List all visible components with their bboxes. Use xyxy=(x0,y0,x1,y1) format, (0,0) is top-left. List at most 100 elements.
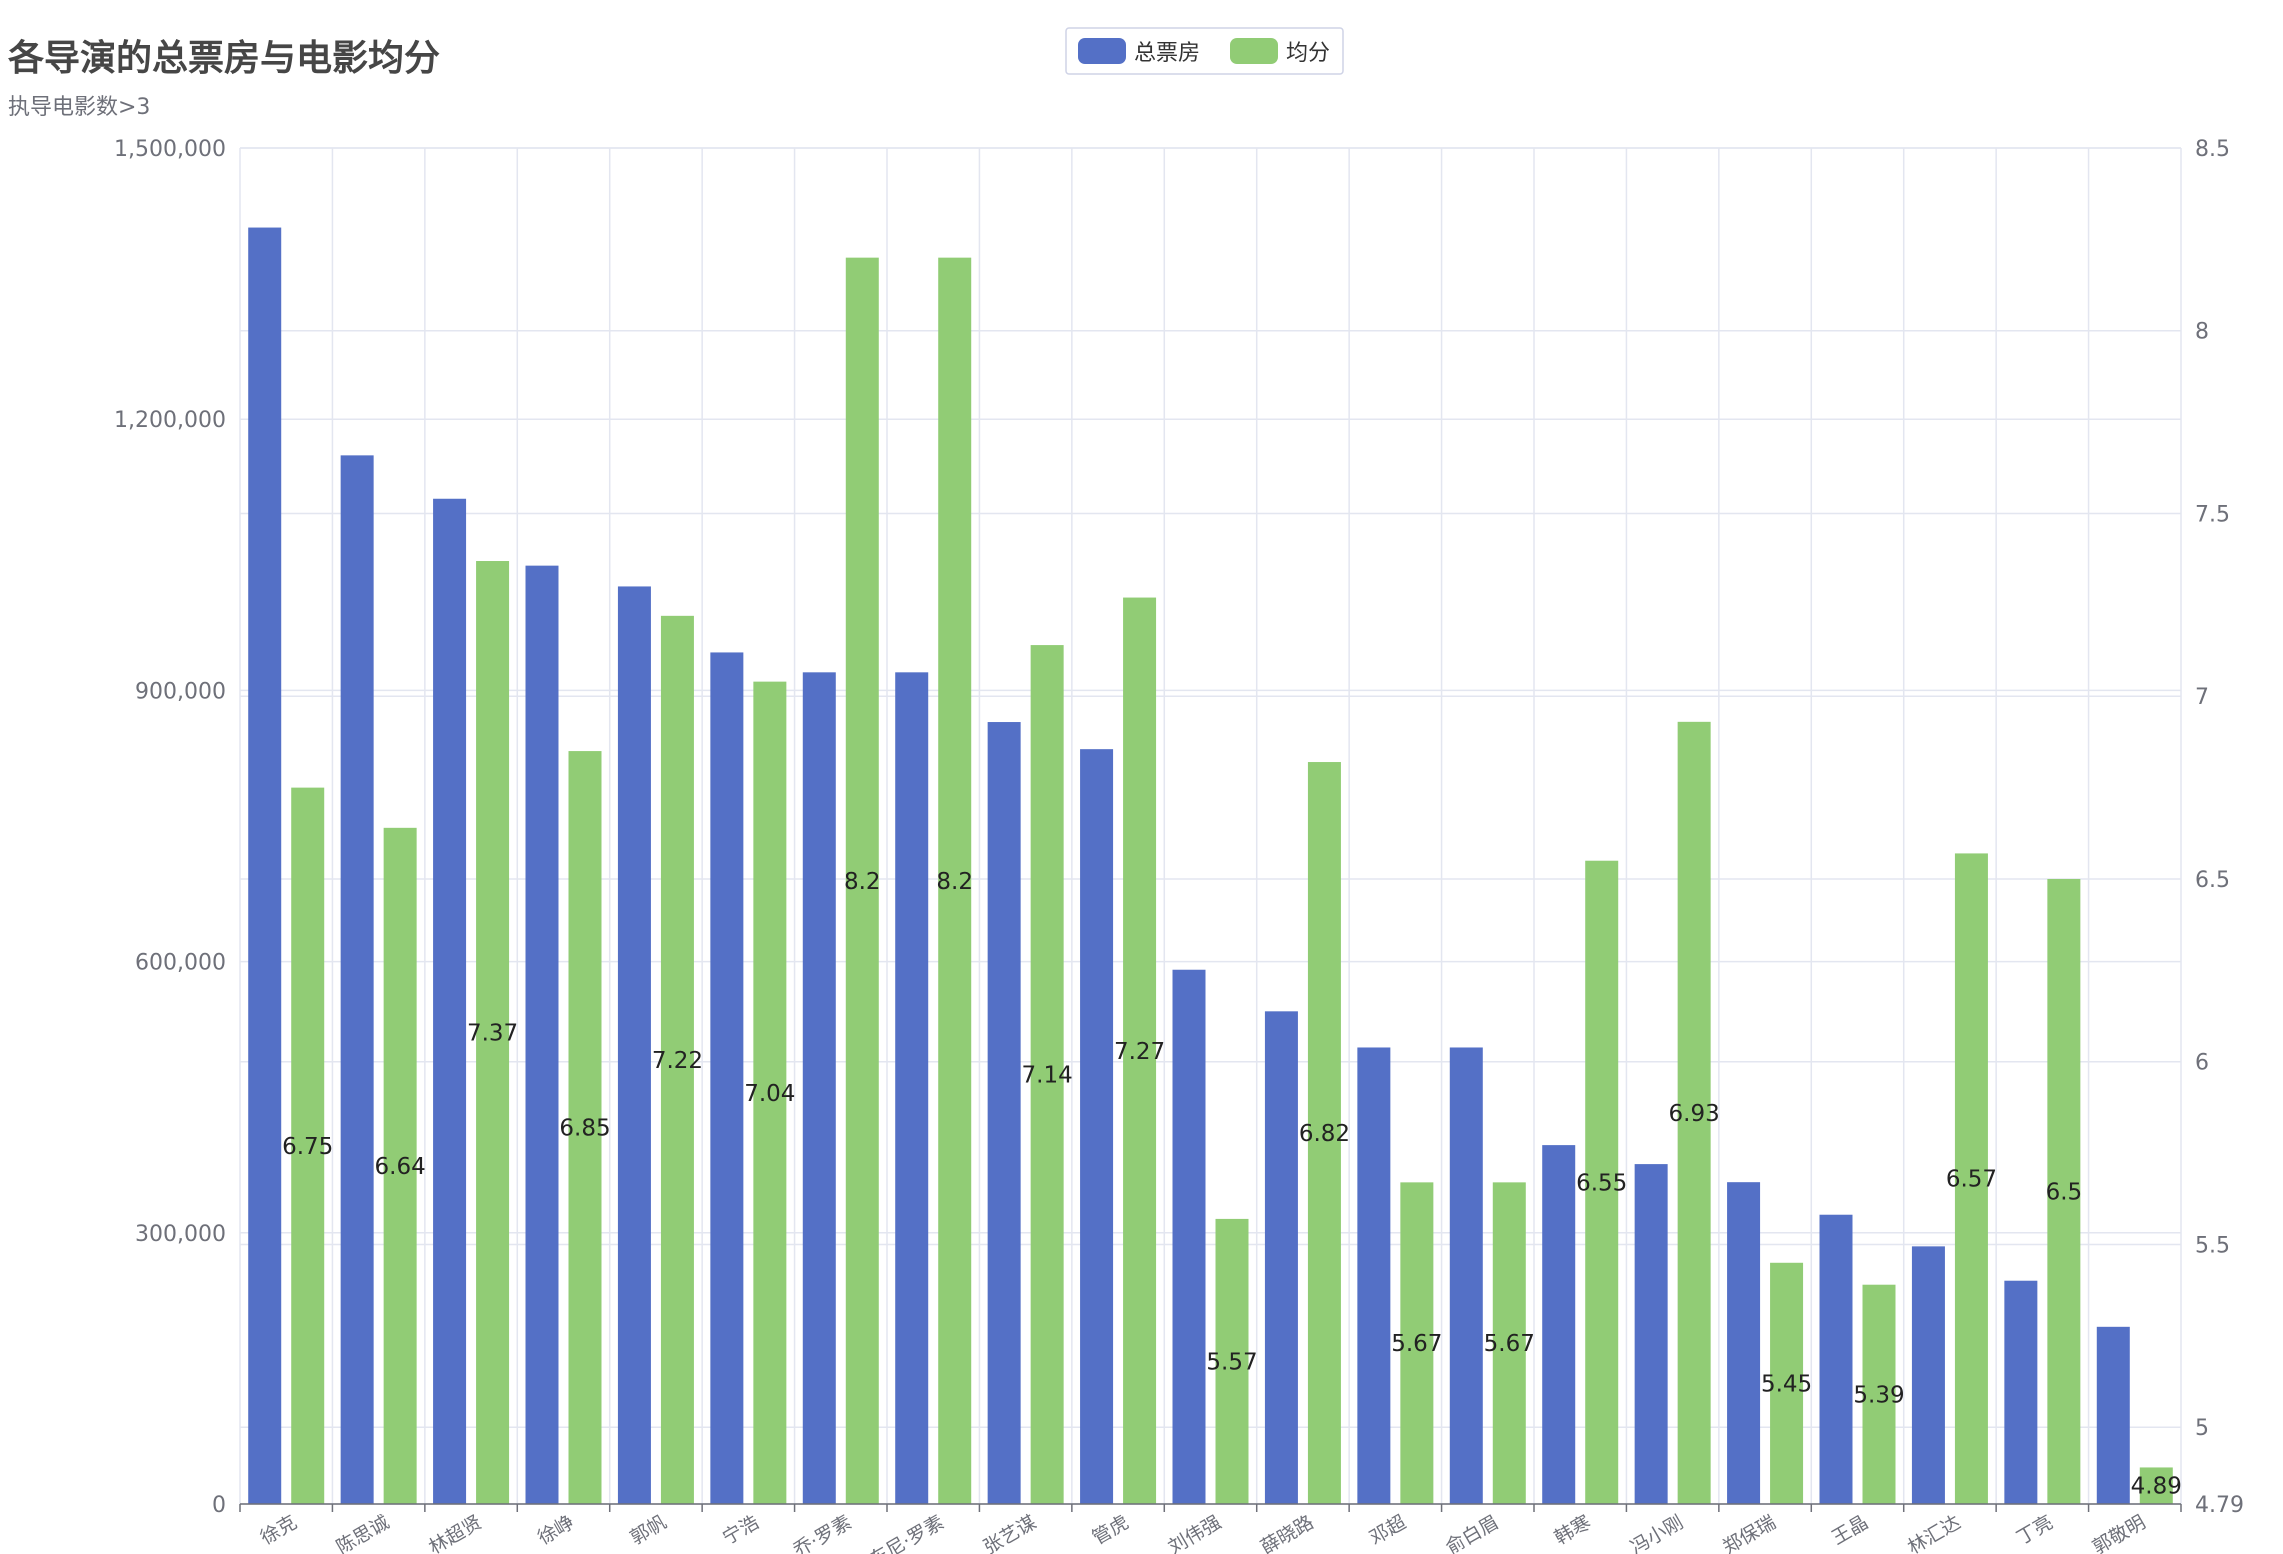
data-label-avg-score: 6.5 xyxy=(2046,1179,2083,1205)
bar-box-office xyxy=(1542,1145,1576,1504)
data-label-avg-score: 7.14 xyxy=(1022,1063,1073,1089)
bar-avg-score xyxy=(2047,878,2081,1504)
bar-avg-score xyxy=(1585,860,1619,1504)
data-label-avg-score: 6.57 xyxy=(1946,1167,1997,1193)
x-tick-label: 张艺谋 xyxy=(980,1511,1040,1554)
bar-avg-score xyxy=(2139,1467,2173,1504)
bar-box-office xyxy=(895,672,929,1504)
legend-swatch-box-office xyxy=(1078,38,1126,64)
chart-subtitle: 执导电影数>3 xyxy=(8,95,150,120)
legend-item-avg-score[interactable]: 均分 xyxy=(1230,38,1330,66)
bar-avg-score xyxy=(660,615,694,1504)
data-label-avg-score: 5.67 xyxy=(1484,1331,1535,1357)
x-tick-label: 韩寒 xyxy=(1551,1511,1595,1549)
bar-avg-score xyxy=(476,561,510,1504)
y-right-tick-label: 5.5 xyxy=(2195,1233,2230,1258)
bar-box-office xyxy=(525,565,559,1504)
data-label-avg-score: 6.82 xyxy=(1299,1121,1350,1147)
y-right-tick-label: 7.5 xyxy=(2195,502,2230,527)
y-right-tick-label: 6.5 xyxy=(2195,868,2230,893)
y-right-tick-label: 8.5 xyxy=(2195,137,2230,162)
data-label-avg-score: 8.2 xyxy=(844,869,881,895)
x-tick-label: 郭敬明 xyxy=(2089,1511,2149,1554)
y-right-tick-label: 5 xyxy=(2195,1416,2209,1441)
y-left-tick-label: 1,500,000 xyxy=(114,137,226,162)
bar-avg-score xyxy=(1307,762,1341,1504)
bar-avg-score xyxy=(568,751,602,1504)
bar-avg-score xyxy=(1770,1262,1804,1504)
y-right-tick-label: 8 xyxy=(2195,320,2209,345)
y-left-tick-label: 900,000 xyxy=(135,679,226,704)
x-tick-label: 冯小刚 xyxy=(1627,1511,1687,1554)
bar-box-office xyxy=(340,455,374,1504)
data-label-avg-score: 7.22 xyxy=(652,1048,703,1074)
bar-box-office xyxy=(1911,1246,1945,1504)
bar-box-office xyxy=(433,498,467,1504)
data-label-avg-score: 5.45 xyxy=(1761,1371,1812,1397)
x-tick-label: 俞白眉 xyxy=(1442,1511,1502,1554)
axes: 0 300,000 600,000 900,000 1,200,000 1,500,000… xyxy=(114,137,2244,1554)
bar-avg-score xyxy=(753,681,787,1504)
bar-avg-score xyxy=(1123,597,1157,1504)
data-label-avg-score: 6.55 xyxy=(1576,1170,1627,1196)
y-right-tick-label: 6 xyxy=(2195,1051,2209,1076)
x-tick-label: 薛晓路 xyxy=(1257,1511,1317,1554)
bar-box-office xyxy=(1819,1214,1853,1504)
data-label-avg-score: 6.85 xyxy=(559,1116,610,1142)
x-tick-label: 林超贤 xyxy=(425,1511,485,1554)
bar-box-office xyxy=(987,722,1021,1504)
bar-avg-score xyxy=(1492,1182,1526,1504)
bar-avg-score xyxy=(1030,645,1064,1504)
bars xyxy=(248,227,2173,1504)
data-label-avg-score: 5.67 xyxy=(1391,1331,1442,1357)
bar-box-office xyxy=(1727,1182,1761,1504)
x-tick-label: 徐峥 xyxy=(534,1511,578,1549)
data-labels: 6.75 6.64 7.37 6.85 7.22 7.04 8.2 8.2 7.14 7.27 5.… xyxy=(282,869,2182,1500)
x-tick-label: 徐克 xyxy=(257,1511,301,1549)
bar-avg-score xyxy=(1400,1182,1434,1504)
x-tick-label: 郑保瑞 xyxy=(1719,1511,1779,1554)
x-tick-label: 安东尼·罗素 xyxy=(849,1511,948,1554)
bar-avg-score xyxy=(1215,1218,1249,1504)
x-tick-label: 丁亮 xyxy=(2013,1511,2057,1549)
data-label-avg-score: 6.93 xyxy=(1669,1101,1720,1127)
bar-box-office xyxy=(1080,749,1114,1504)
x-tick-label: 邓超 xyxy=(1366,1511,1410,1549)
bar-avg-score xyxy=(291,787,325,1504)
bar-avg-score xyxy=(1954,853,1988,1504)
bar-avg-score xyxy=(938,257,972,1504)
x-tick-label: 管虎 xyxy=(1089,1511,1133,1549)
x-tick-label: 郭帆 xyxy=(627,1511,671,1549)
bar-box-office xyxy=(2004,1280,2038,1504)
data-label-avg-score: 5.39 xyxy=(1853,1382,1904,1408)
bar-avg-score xyxy=(1677,721,1711,1504)
legend[interactable]: 总票房 均分 xyxy=(1065,27,1344,75)
y-left-tick-label: 1,200,000 xyxy=(114,408,226,433)
bar-box-office xyxy=(617,586,651,1504)
bar-box-office xyxy=(1172,969,1206,1504)
data-label-avg-score: 4.89 xyxy=(2131,1474,2182,1500)
x-tick-label: 刘伟强 xyxy=(1165,1511,1225,1554)
legend-label-box-office: 总票房 xyxy=(1134,41,1200,66)
bar-box-office xyxy=(710,652,744,1504)
bar-box-office xyxy=(1357,1047,1391,1504)
data-label-avg-score: 7.04 xyxy=(744,1081,795,1107)
bar-box-office xyxy=(2096,1326,2130,1504)
data-label-avg-score: 8.2 xyxy=(936,869,973,895)
bar-box-office xyxy=(1449,1047,1483,1504)
data-label-avg-score: 7.37 xyxy=(467,1021,518,1047)
data-label-avg-score: 7.27 xyxy=(1114,1039,1165,1065)
y-right-tick-label: 4.79 xyxy=(2195,1493,2244,1518)
y-left-tick-label: 600,000 xyxy=(135,951,226,976)
data-label-avg-score: 6.75 xyxy=(282,1134,333,1160)
chart-title: 各导演的总票房与电影均分 xyxy=(8,38,440,79)
bar-box-office xyxy=(802,672,836,1504)
legend-item-box-office[interactable]: 总票房 xyxy=(1078,38,1200,66)
y-right-tick-label: 7 xyxy=(2195,685,2209,710)
x-tick-label: 陈思诚 xyxy=(333,1511,393,1554)
data-label-avg-score: 5.57 xyxy=(1206,1349,1257,1375)
legend-label-avg-score: 均分 xyxy=(1286,41,1330,66)
bar-box-office xyxy=(248,227,282,1504)
x-tick-label: 林汇达 xyxy=(1904,1511,1964,1554)
legend-swatch-avg-score xyxy=(1230,38,1278,64)
